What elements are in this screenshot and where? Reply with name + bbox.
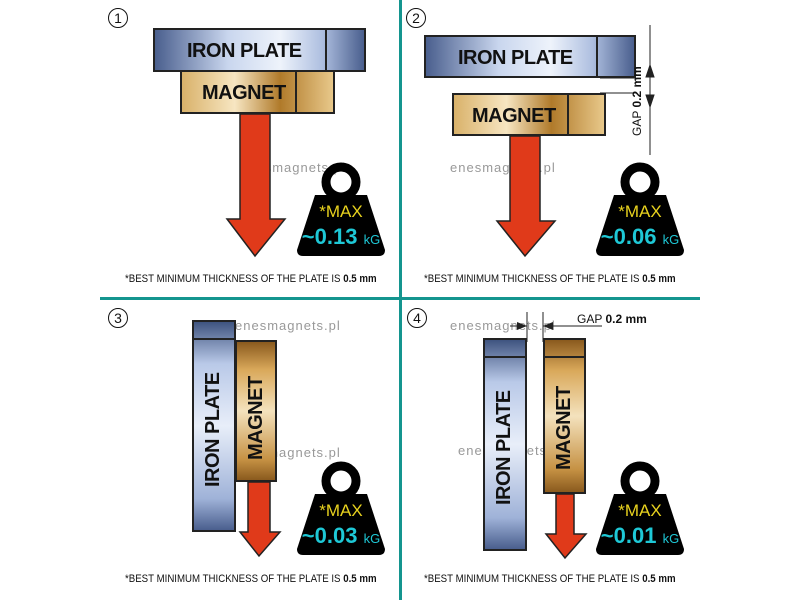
weight: *MAX ~0.01 kG	[594, 461, 686, 556]
force-arrow-icon	[238, 482, 282, 558]
force-arrow-icon	[225, 114, 287, 258]
magnet: MAGNET	[452, 93, 606, 136]
magnet: MAGNET	[180, 70, 335, 114]
max-value: ~0.03 kG	[301, 523, 381, 548]
vertical-divider	[399, 0, 402, 600]
max-value: ~0.06 kG	[600, 224, 680, 249]
thickness-note: *BEST MINIMUM THICKNESS OF THE PLATE IS …	[125, 573, 377, 585]
weight: *MAX ~0.13 kG	[295, 162, 387, 257]
force-arrow-icon	[544, 494, 588, 560]
magnet: MAGNET	[235, 340, 277, 482]
iron-plate-label: IRON PLATE	[458, 47, 573, 69]
thickness-note: *BEST MINIMUM THICKNESS OF THE PLATE IS …	[125, 273, 377, 285]
iron-plate: IRON PLATE	[153, 28, 366, 72]
gap-label: GAP 0.2 mm	[630, 66, 644, 136]
weight-icon	[297, 461, 385, 555]
magnet-label: MAGNET	[202, 82, 286, 104]
iron-plate-label: IRON PLATE	[187, 40, 302, 62]
thickness-note: *BEST MINIMUM THICKNESS OF THE PLATE IS …	[424, 573, 676, 585]
weight-icon	[596, 162, 684, 256]
watermark: enesmagnets.pl	[450, 318, 556, 333]
weight: *MAX ~0.06 kG	[594, 162, 686, 257]
max-label: *MAX	[319, 501, 363, 520]
watermark: enesmagnets.pl	[235, 318, 341, 333]
force-arrow-icon	[495, 136, 557, 258]
step-number: 3	[108, 308, 128, 328]
step-number: 4	[407, 308, 427, 328]
weight: *MAX ~0.03 kG	[295, 461, 387, 556]
magnet: MAGNET	[543, 338, 586, 494]
max-label: *MAX	[618, 202, 662, 221]
iron-plate-label: IRON PLATE	[202, 372, 224, 487]
weight-icon	[297, 162, 385, 256]
iron-plate: IRON PLATE	[424, 35, 636, 78]
step-number: 1	[108, 8, 128, 28]
max-value: ~0.01 kG	[600, 523, 680, 548]
horizontal-divider	[100, 297, 700, 300]
gap-label: GAP 0.2 mm	[577, 312, 647, 326]
magnet-label: MAGNET	[553, 386, 575, 470]
max-label: *MAX	[618, 501, 662, 520]
step-number: 2	[406, 8, 426, 28]
iron-plate: IRON PLATE	[483, 338, 527, 551]
magnet-label: MAGNET	[472, 105, 556, 127]
weight-icon	[596, 461, 684, 555]
gap-dimension-icon	[600, 25, 655, 155]
max-value: ~0.13 kG	[301, 224, 381, 249]
magnet-label: MAGNET	[245, 376, 267, 460]
iron-plate-label: IRON PLATE	[493, 390, 515, 505]
gap-dimension-icon	[510, 312, 602, 342]
thickness-note: *BEST MINIMUM THICKNESS OF THE PLATE IS …	[424, 273, 676, 285]
max-label: *MAX	[319, 202, 363, 221]
iron-plate: IRON PLATE	[192, 320, 236, 532]
